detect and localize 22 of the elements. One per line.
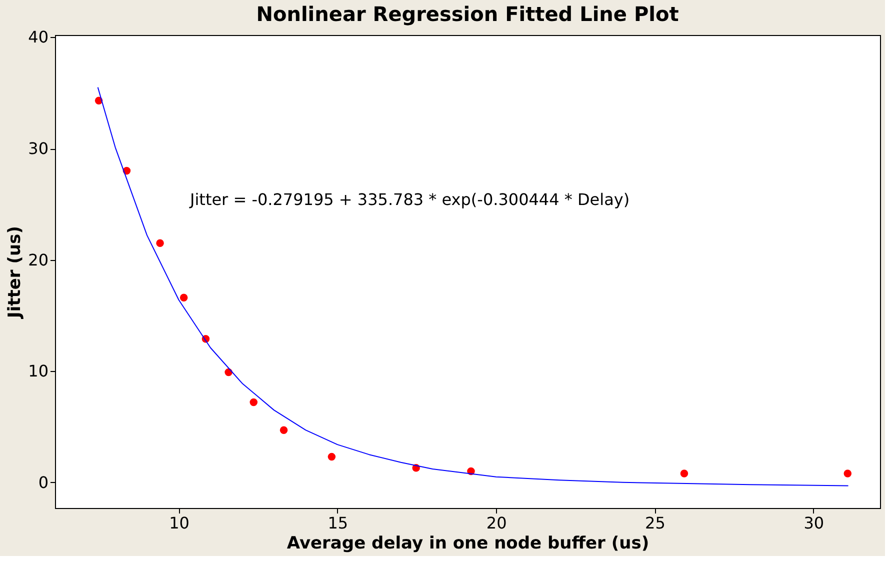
x-tick-label: 25	[645, 514, 666, 532]
y-tick-label: 20	[28, 250, 48, 270]
x-tick-label: 10	[169, 514, 190, 532]
point	[250, 398, 258, 406]
line-series	[97, 86, 849, 486]
point	[180, 294, 188, 302]
point	[156, 239, 164, 247]
point	[328, 452, 336, 461]
y-tick-label: 40	[28, 28, 48, 47]
x-tick-label: 30	[804, 514, 824, 532]
y-tick-label: 30	[28, 139, 48, 158]
point	[844, 470, 852, 478]
y-axis-title: Jitter (us)	[5, 226, 26, 319]
x-axis-title: Average delay in one node buffer (us)	[286, 534, 650, 554]
point	[680, 470, 688, 478]
y-tick-label: 0	[38, 472, 48, 492]
point	[280, 426, 288, 434]
x-tick-label: 15	[328, 514, 348, 532]
y-tick-label: 10	[28, 362, 48, 381]
x-tick-label: 20	[486, 514, 507, 532]
chart-title: Nonlinear Regression Fitted Line Plot	[256, 2, 680, 26]
annotation: Jitter = -0.279195 + 335.783 * exp(-0.300444 * Delay)	[189, 190, 630, 209]
